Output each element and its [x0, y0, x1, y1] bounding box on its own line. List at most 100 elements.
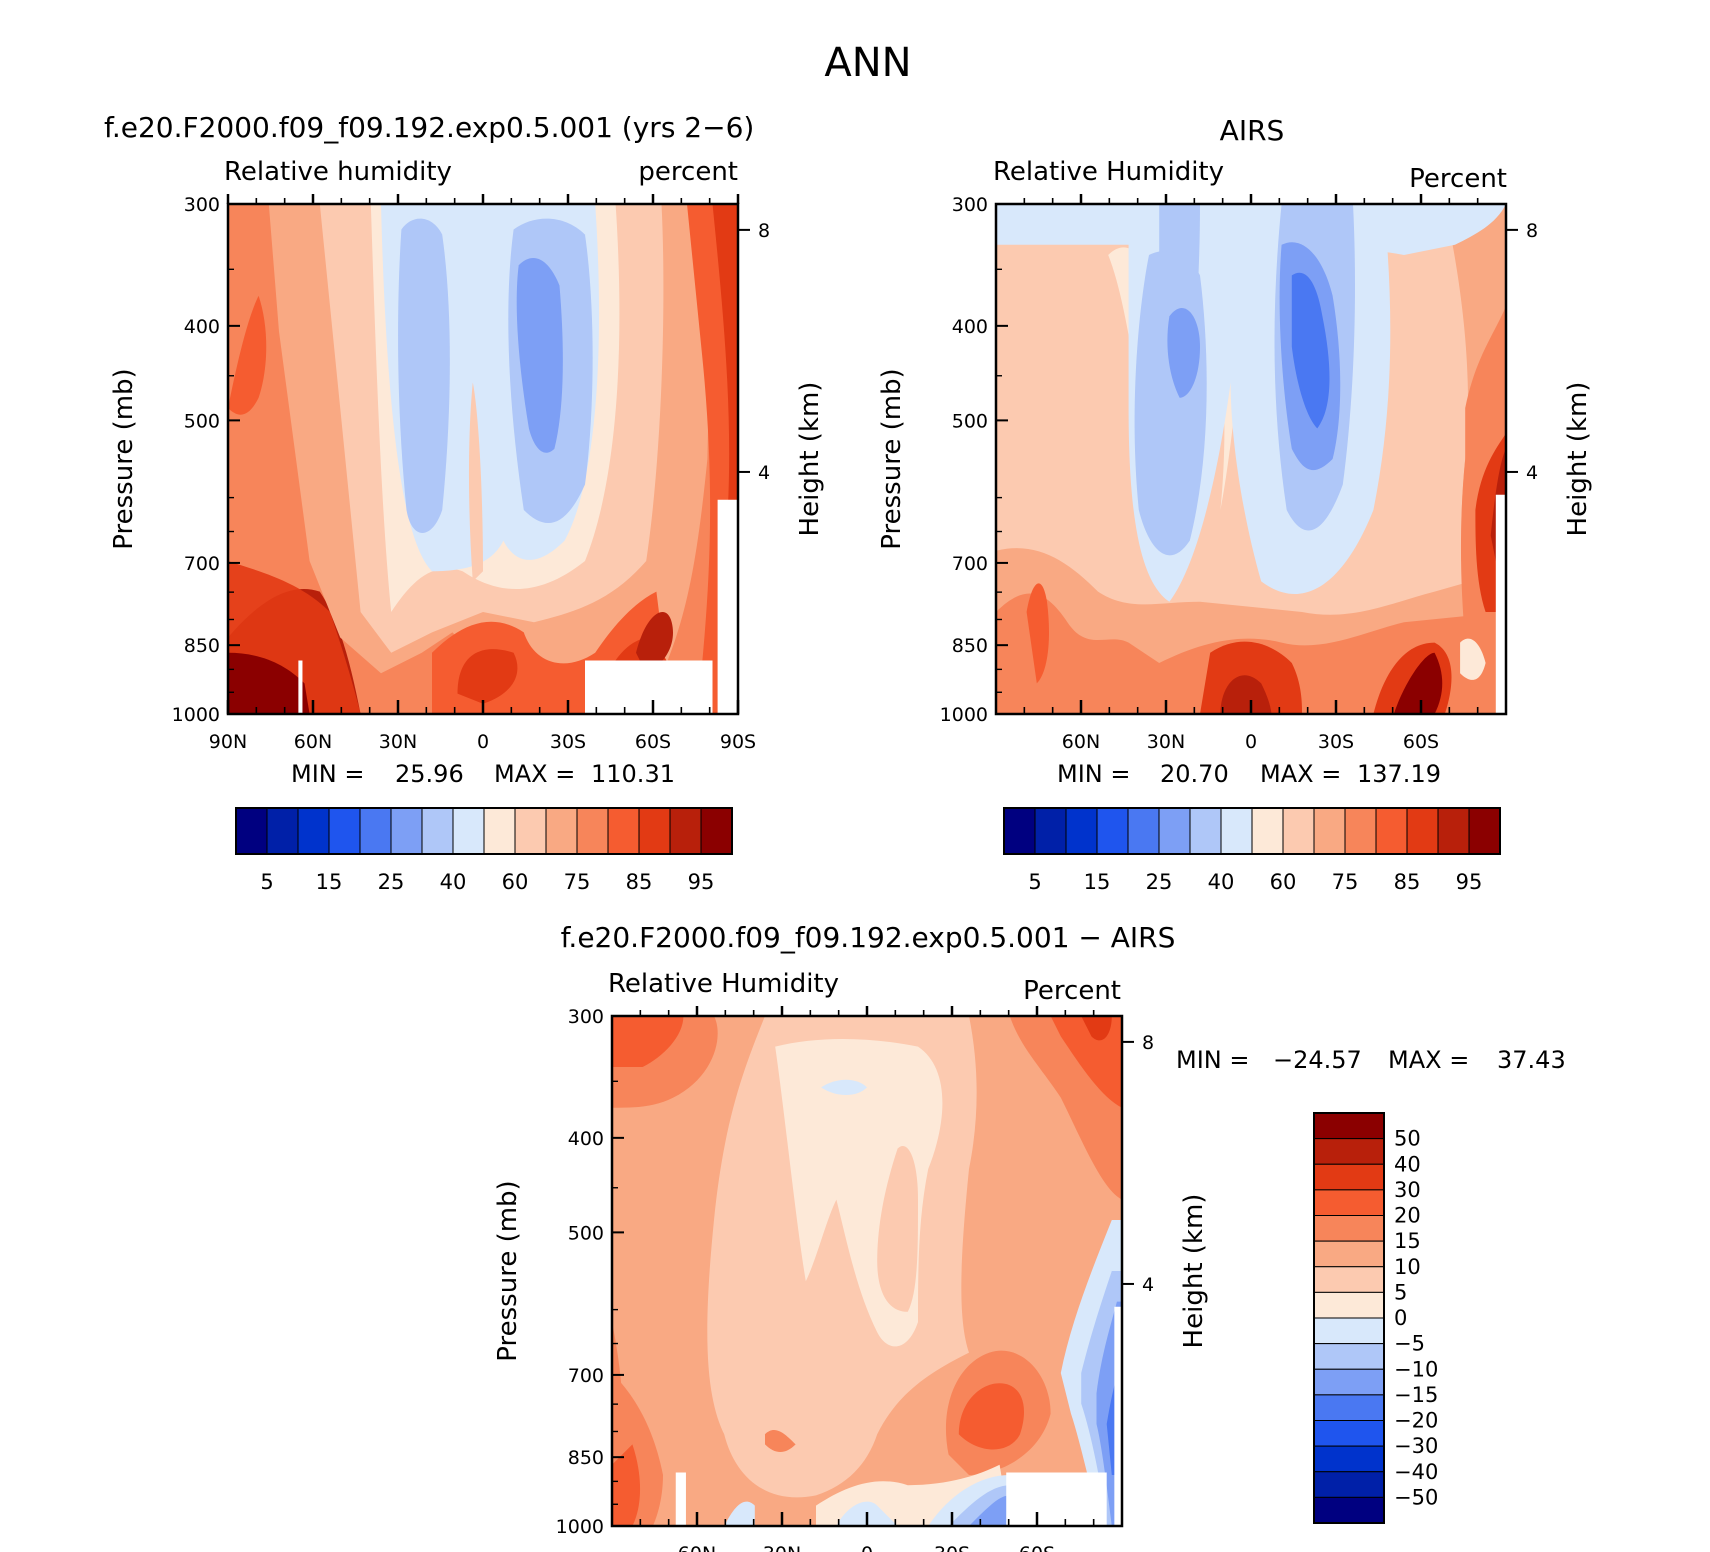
y-tick-label: 400	[184, 316, 220, 338]
colorbar-label: 0	[1394, 1306, 1407, 1330]
y-tick-label: 300	[952, 194, 988, 216]
colorbar-swatch	[1313, 1368, 1385, 1396]
x-tick-label: 60N	[1062, 731, 1100, 753]
x-tick-label: 30N	[379, 731, 417, 753]
colorbar-label: 30	[1394, 1178, 1421, 1202]
colorbar-label: 75	[564, 870, 591, 894]
colorbar: 5 15 25 40 60 75 85 95	[1003, 807, 1501, 894]
colorbar-swatch	[1282, 807, 1315, 855]
x-tick-label: 90N	[209, 731, 247, 753]
x-tick-label: 60S	[635, 731, 671, 753]
colorbar-swatch	[1313, 1471, 1385, 1498]
colorbar-swatch	[1313, 1112, 1385, 1140]
y-tick-label: 500	[568, 1222, 604, 1244]
colorbar-swatch	[235, 807, 268, 855]
panel-difference: f.e20.F2000.f09_f09.192.exp0.5.001 − AIR…	[493, 921, 1566, 1552]
min-value: 20.70	[1160, 760, 1229, 788]
x-tick-label: 0	[861, 1543, 873, 1552]
colorbar-swatch	[1313, 1163, 1385, 1191]
colorbar-label: 20	[1394, 1204, 1421, 1228]
colorbar-swatch	[638, 807, 671, 855]
colorbar-swatch	[328, 807, 361, 855]
x-tick-label: 60N	[678, 1543, 716, 1552]
colorbar-label: 95	[688, 870, 715, 894]
height-tick-label: 4	[1142, 1274, 1154, 1296]
colorbar-label: 15	[1084, 870, 1111, 894]
max-label: MAX =	[1260, 760, 1341, 788]
contour-plot	[610, 1014, 1124, 1528]
colorbar-swatch	[669, 807, 702, 855]
colorbar-label: 25	[378, 870, 405, 894]
units-label: Percent	[1023, 976, 1121, 1006]
colorbar-swatch	[1313, 1394, 1385, 1421]
x-tick-label: 0	[477, 731, 489, 753]
colorbar-swatch	[1313, 1266, 1385, 1293]
x-tick-label: 0	[1245, 731, 1257, 753]
y-tick-label: 400	[952, 316, 988, 338]
colorbar-label: 60	[502, 870, 529, 894]
colorbar-swatch	[1313, 1215, 1385, 1242]
colorbar-swatch	[545, 807, 578, 855]
colorbar-frame	[235, 807, 733, 855]
colorbar-frame	[1003, 807, 1501, 855]
colorbar-label: 50	[1394, 1127, 1421, 1151]
panel-title: AIRS	[1220, 114, 1285, 147]
colorbar-swatch	[1127, 807, 1160, 855]
units-label: percent	[638, 157, 738, 187]
colorbar-swatch	[576, 807, 609, 855]
colorbar-swatch	[1065, 807, 1098, 855]
colorbar-swatch	[421, 807, 454, 855]
colorbar-label: 25	[1146, 870, 1173, 894]
colorbar-swatch	[700, 807, 733, 855]
y-axis-label: Pressure (mb)	[493, 1180, 523, 1361]
x-tick-label: 90S	[720, 731, 756, 753]
colorbar-swatch	[607, 807, 640, 855]
colorbar-swatch	[1313, 1138, 1385, 1165]
colorbar-swatch	[1313, 807, 1346, 855]
max-value: 110.31	[591, 760, 675, 788]
max-label: MAX =	[1388, 1046, 1469, 1074]
height-tick-label: 4	[1526, 462, 1538, 484]
x-tick-label: 60N	[294, 731, 332, 753]
colorbar-label: −40	[1394, 1460, 1438, 1484]
colorbar-label: −20	[1394, 1409, 1438, 1433]
colorbar-label: 95	[1456, 870, 1483, 894]
colorbar-label: 5	[1028, 870, 1041, 894]
colorbar-swatch	[1158, 807, 1191, 855]
colorbar-swatch	[1437, 807, 1470, 855]
colorbar-swatch	[359, 807, 392, 855]
min-value: −24.57	[1273, 1046, 1362, 1074]
colorbar-swatch	[1406, 807, 1439, 855]
y-tick-label: 1000	[172, 704, 220, 726]
colorbar-swatch	[483, 807, 516, 855]
y-axis-label: Pressure (mb)	[877, 368, 907, 549]
y-tick-label: 850	[952, 635, 988, 657]
min-label: MIN =	[291, 760, 364, 788]
colorbar-swatch	[1313, 1317, 1385, 1345]
variable-label: Relative Humidity	[993, 157, 1224, 187]
x-tick-label: 60S	[1019, 1543, 1055, 1552]
height-axis-label: Height (km)	[1179, 1194, 1209, 1349]
figure-title: ANN	[824, 40, 911, 86]
colorbar-label: −50	[1394, 1485, 1438, 1509]
min-value: 25.96	[395, 760, 464, 788]
y-tick-label: 300	[184, 194, 220, 216]
variable-label: Relative humidity	[224, 157, 452, 187]
colorbar-label: 85	[626, 870, 653, 894]
colorbar-swatch	[1313, 1240, 1385, 1268]
y-tick-label: 1000	[556, 1516, 604, 1538]
colorbar-swatch	[266, 807, 299, 855]
colorbar-label: −30	[1394, 1434, 1438, 1458]
max-value: 137.19	[1357, 760, 1441, 788]
x-tick-label: 30N	[763, 1543, 801, 1552]
height-tick-label: 4	[758, 462, 770, 484]
x-tick-label: 30S	[1318, 731, 1354, 753]
y-tick-label: 850	[568, 1447, 604, 1469]
y-tick-label: 700	[952, 553, 988, 575]
colorbar-label: 40	[1208, 870, 1235, 894]
height-tick-label: 8	[758, 220, 770, 242]
colorbar-label: 60	[1270, 870, 1297, 894]
y-axis-label: Pressure (mb)	[109, 368, 139, 549]
contour-plot	[226, 202, 740, 716]
